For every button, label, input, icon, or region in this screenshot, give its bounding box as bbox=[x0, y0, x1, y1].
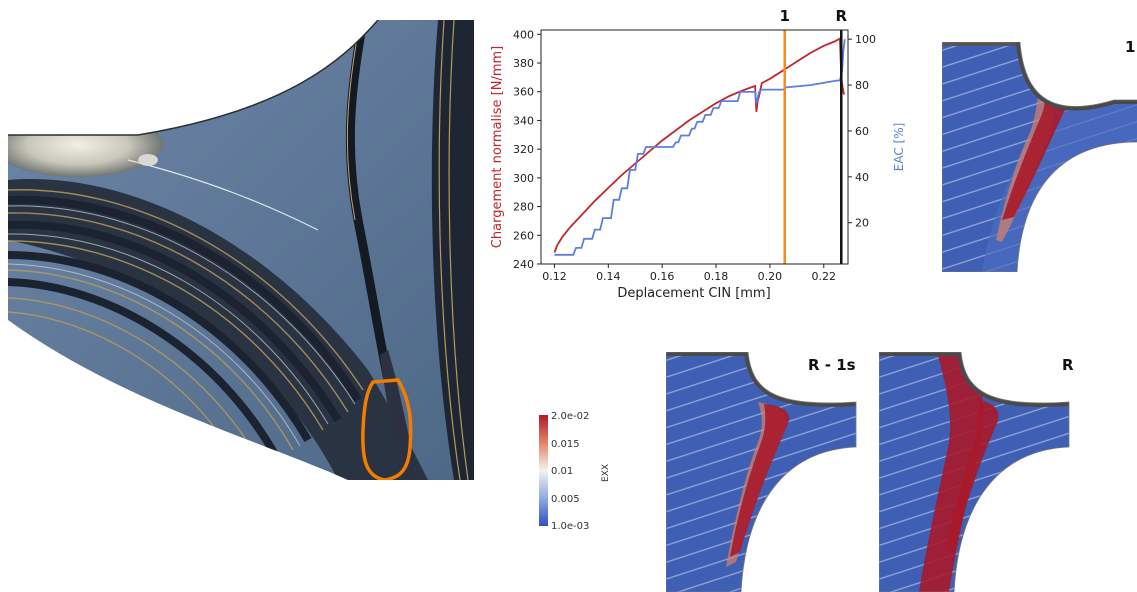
y-left-tick-label: 380 bbox=[513, 57, 534, 70]
y-left-tick-label: 300 bbox=[513, 172, 534, 185]
y-left-tick-label: 240 bbox=[513, 258, 534, 271]
panel-label-r-1s: R - 1s bbox=[808, 356, 856, 374]
x-tick-label: 0.18 bbox=[704, 270, 729, 283]
panel-label-1: 1 bbox=[1125, 38, 1136, 56]
x-tick-label: 0.14 bbox=[596, 270, 621, 283]
y-left-tick-label: 340 bbox=[513, 114, 534, 127]
plot-frame bbox=[540, 29, 849, 265]
eac-series-line bbox=[554, 39, 846, 256]
strain-colorbar: 2.0e-02 0.015 0.01 0.005 1.0e-03 EXX bbox=[539, 411, 611, 532]
colorbar-tick-2: 0.01 bbox=[551, 466, 573, 477]
y-left-tick-label: 400 bbox=[513, 28, 534, 41]
y-left-tick-label: 360 bbox=[513, 86, 534, 99]
marker-label-r: R bbox=[835, 7, 847, 25]
chart-axes-layer: 0.12 0.14 0.16 0.18 0.20 0.22 240 260 280 300 320 3… bbox=[513, 28, 876, 283]
y-right-tick-label: 100 bbox=[855, 33, 876, 46]
y-axis-left-label: Chargement normalise [N/mm] bbox=[490, 46, 505, 248]
strain-field-panel-r-1s bbox=[666, 352, 857, 592]
marker-label-1: 1 bbox=[779, 7, 789, 25]
load-series-line bbox=[553, 37, 845, 253]
colorbar-tick-3: 0.005 bbox=[551, 494, 580, 505]
x-tick-label: 0.22 bbox=[812, 270, 837, 283]
chart-series-layer bbox=[553, 37, 846, 256]
crack-highlight-ellipse bbox=[361, 378, 413, 480]
x-axis-label: Deplacement CIN [mm] bbox=[617, 286, 770, 301]
strain-field-panel-r bbox=[879, 352, 1070, 592]
y-left-tick-label: 260 bbox=[513, 229, 534, 242]
x-tick-label: 0.16 bbox=[650, 270, 675, 283]
panel-label-r: R bbox=[1062, 356, 1074, 374]
y-right-tick-label: 40 bbox=[855, 171, 869, 184]
colorbar-tick-4: 1.0e-03 bbox=[551, 521, 589, 532]
colorbar-tick-1: 0.015 bbox=[551, 439, 580, 450]
strain-field-panel-1 bbox=[942, 42, 1137, 272]
colorbar-gradient bbox=[539, 415, 548, 526]
y-right-tick-label: 60 bbox=[855, 125, 869, 138]
y-left-tick-label: 320 bbox=[513, 143, 534, 156]
y-left-tick-label: 280 bbox=[513, 201, 534, 214]
y-axis-right-label: EAC [%] bbox=[892, 123, 906, 172]
micrograph-image bbox=[8, 20, 474, 480]
y-right-tick-label: 80 bbox=[855, 79, 869, 92]
x-tick-label: 0.12 bbox=[542, 270, 567, 283]
colorbar-title: EXX bbox=[601, 464, 611, 482]
x-tick-label: 0.20 bbox=[758, 270, 783, 283]
y-right-tick-label: 20 bbox=[855, 217, 869, 230]
colorbar-tick-0: 2.0e-02 bbox=[551, 411, 589, 422]
